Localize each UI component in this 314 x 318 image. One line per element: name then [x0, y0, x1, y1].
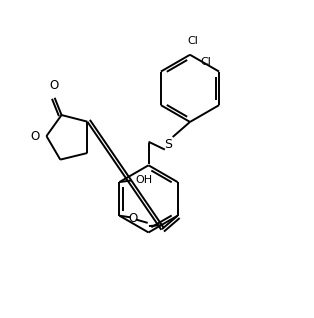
Text: O: O [49, 79, 59, 92]
Text: Cl: Cl [188, 36, 198, 46]
Text: Cl: Cl [200, 57, 211, 67]
Text: O: O [30, 129, 40, 142]
Text: O: O [128, 212, 137, 225]
Text: S: S [164, 138, 172, 151]
Text: OH: OH [135, 175, 152, 185]
